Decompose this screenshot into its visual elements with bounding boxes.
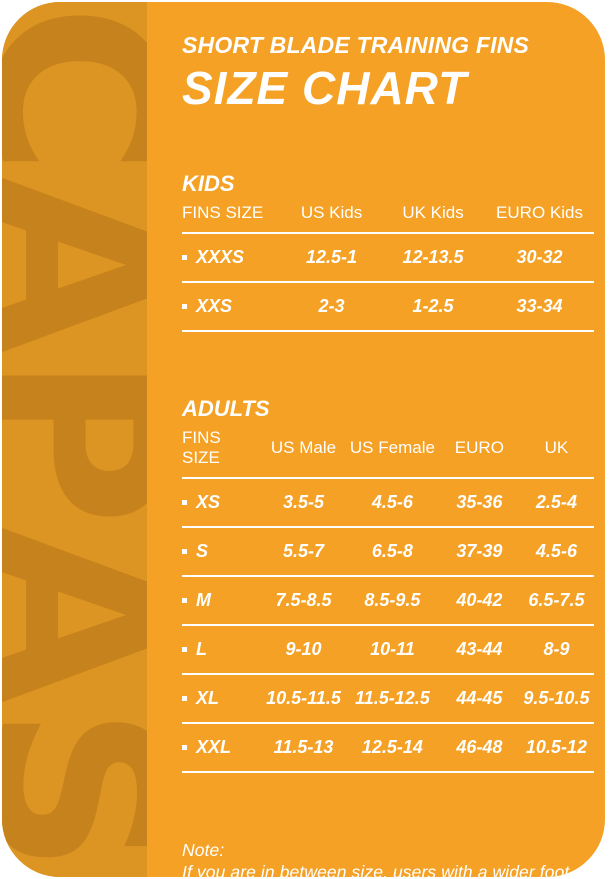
value-cell: 2.5-4	[535, 492, 577, 512]
table-row: L 9-10 10-11 43-44 8-9	[182, 626, 594, 675]
value-cell: 37-39	[456, 541, 503, 561]
adults-col-header: US Female	[349, 438, 435, 457]
adults-col-header: US Male	[270, 438, 337, 457]
kids-col-header: US Kids	[300, 203, 363, 222]
value-cell: 12-13.5	[402, 247, 464, 267]
kids-col-header: EURO Kids	[496, 203, 583, 222]
kids-section: KIDS FINS SIZE US Kids UK Kids EURO Kids…	[182, 171, 594, 332]
sizing-note: Note: If you are in between size, users …	[182, 839, 594, 877]
value-cell: 10-11	[370, 639, 415, 659]
size-cell: S	[182, 541, 262, 562]
size-cell: XXXS	[182, 247, 282, 268]
value-cell: 11.5-13	[273, 737, 334, 757]
value-cell: 8-9	[543, 639, 570, 659]
value-cell: 40-42	[456, 590, 503, 610]
table-row: XXS 2-3 1-2.5 33-34	[182, 283, 594, 332]
watermark-letter: C	[2, 2, 147, 177]
bullet-icon	[182, 255, 187, 260]
value-cell: 33-34	[516, 296, 563, 316]
adults-col-header: EURO	[454, 438, 504, 457]
bullet-icon	[182, 696, 187, 701]
adults-table-header: FINS SIZE US Male US Female EURO UK	[182, 422, 594, 479]
size-cell: L	[182, 639, 262, 660]
product-subtitle: SHORT BLADE TRAINING FINS	[182, 32, 530, 58]
adults-section: ADULTS FINS SIZE US Male US Female EURO …	[182, 396, 594, 773]
kids-col-header: UK Kids	[402, 203, 464, 222]
value-cell: 35-36	[456, 492, 503, 512]
bullet-icon	[182, 304, 187, 309]
size-label: S	[196, 541, 209, 561]
size-cell: XXL	[182, 737, 262, 758]
size-label: XXS	[196, 296, 233, 316]
adults-section-label: ADULTS	[182, 396, 270, 421]
kids-table-header: FINS SIZE US Kids UK Kids EURO Kids	[182, 197, 594, 234]
size-cell: XXS	[182, 296, 282, 317]
size-chart-card: C A P A S SHORT BLADE TRAINING FINS SIZE…	[2, 2, 605, 877]
table-row: XXXS 12.5-1 12-13.5 30-32	[182, 234, 594, 283]
value-cell: 9.5-10.5	[523, 688, 590, 708]
size-cell: M	[182, 590, 262, 611]
watermark-letter: A	[2, 174, 147, 356]
bullet-icon	[182, 500, 187, 505]
table-row: XL 10.5-11.5 11.5-12.5 44-45 9.5-10.5	[182, 675, 594, 724]
value-cell: 12.5-14	[361, 737, 423, 757]
value-cell: 10.5-12	[525, 737, 587, 757]
size-label: L	[196, 639, 207, 659]
table-row: XS 3.5-5 4.5-6 35-36 2.5-4	[182, 479, 594, 528]
value-cell: 46-48	[456, 737, 503, 757]
adults-col-header: FINS SIZE	[182, 428, 221, 467]
brand-watermark-band: C A P A S	[2, 2, 147, 877]
table-row: XXL 11.5-13 12.5-14 46-48 10.5-12	[182, 724, 594, 773]
value-cell: 3.5-5	[282, 492, 325, 512]
watermark-letter: P	[2, 352, 147, 527]
size-cell: XS	[182, 492, 262, 513]
adults-col-header: UK	[544, 438, 569, 457]
bullet-icon	[182, 647, 187, 652]
value-cell: 2-3	[318, 296, 345, 316]
value-cell: 5.5-7	[282, 541, 325, 561]
value-cell: 44-45	[456, 688, 503, 708]
note-label: Note:	[182, 840, 225, 860]
bullet-icon	[182, 598, 187, 603]
size-label: XXXS	[196, 247, 245, 267]
value-cell: 4.5-6	[535, 541, 577, 561]
bullet-icon	[182, 549, 187, 554]
value-cell: 6.5-7.5	[528, 590, 585, 610]
kids-col-header: FINS SIZE	[182, 203, 264, 222]
value-cell: 1-2.5	[412, 296, 454, 316]
size-label: XS	[196, 492, 221, 512]
chart-content: SHORT BLADE TRAINING FINS SIZE CHART KID…	[182, 32, 594, 877]
table-row: S 5.5-7 6.5-8 37-39 4.5-6	[182, 528, 594, 577]
watermark-letter: A	[2, 524, 147, 706]
note-line: If you are in between size, users with a…	[182, 862, 570, 877]
value-cell: 9-10	[285, 639, 322, 659]
size-label: XL	[196, 688, 220, 708]
page-title: SIZE CHART	[182, 62, 468, 114]
value-cell: 43-44	[456, 639, 503, 659]
kids-section-label: KIDS	[182, 171, 235, 196]
size-label: XXL	[196, 737, 232, 757]
value-cell: 10.5-11.5	[266, 688, 341, 708]
size-label: M	[196, 590, 211, 610]
value-cell: 6.5-8	[371, 541, 413, 561]
watermark-letter: S	[2, 702, 147, 877]
size-cell: XL	[182, 688, 262, 709]
table-row: M 7.5-8.5 8.5-9.5 40-42 6.5-7.5	[182, 577, 594, 626]
value-cell: 8.5-9.5	[364, 590, 421, 610]
value-cell: 4.5-6	[371, 492, 413, 512]
bullet-icon	[182, 745, 187, 750]
value-cell: 30-32	[516, 247, 563, 267]
value-cell: 11.5-12.5	[355, 688, 430, 708]
value-cell: 7.5-8.5	[275, 590, 332, 610]
value-cell: 12.5-1	[306, 247, 358, 267]
